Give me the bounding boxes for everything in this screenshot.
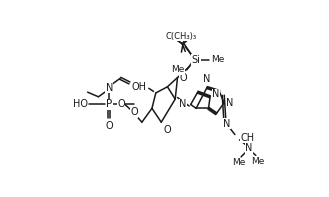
Text: O: O [106,121,113,131]
Text: N: N [245,143,253,153]
Text: N: N [203,74,211,84]
Text: Me: Me [251,157,265,166]
Text: O: O [164,125,171,135]
Text: O: O [117,99,125,110]
Text: C(CH₃)₃: C(CH₃)₃ [165,32,196,41]
Text: Me: Me [212,55,225,64]
Text: N: N [223,119,231,129]
Text: Me: Me [232,158,245,167]
Text: O: O [180,72,188,83]
Text: N: N [179,99,187,110]
Text: Me: Me [171,65,185,74]
Text: P: P [106,99,113,110]
Text: Si: Si [192,55,201,65]
Text: N: N [213,89,220,99]
Text: N: N [226,98,234,108]
Text: CH: CH [240,133,254,143]
Text: N: N [106,83,113,93]
Text: O: O [130,107,138,117]
Text: HO: HO [73,99,88,110]
Text: OH: OH [132,82,146,92]
